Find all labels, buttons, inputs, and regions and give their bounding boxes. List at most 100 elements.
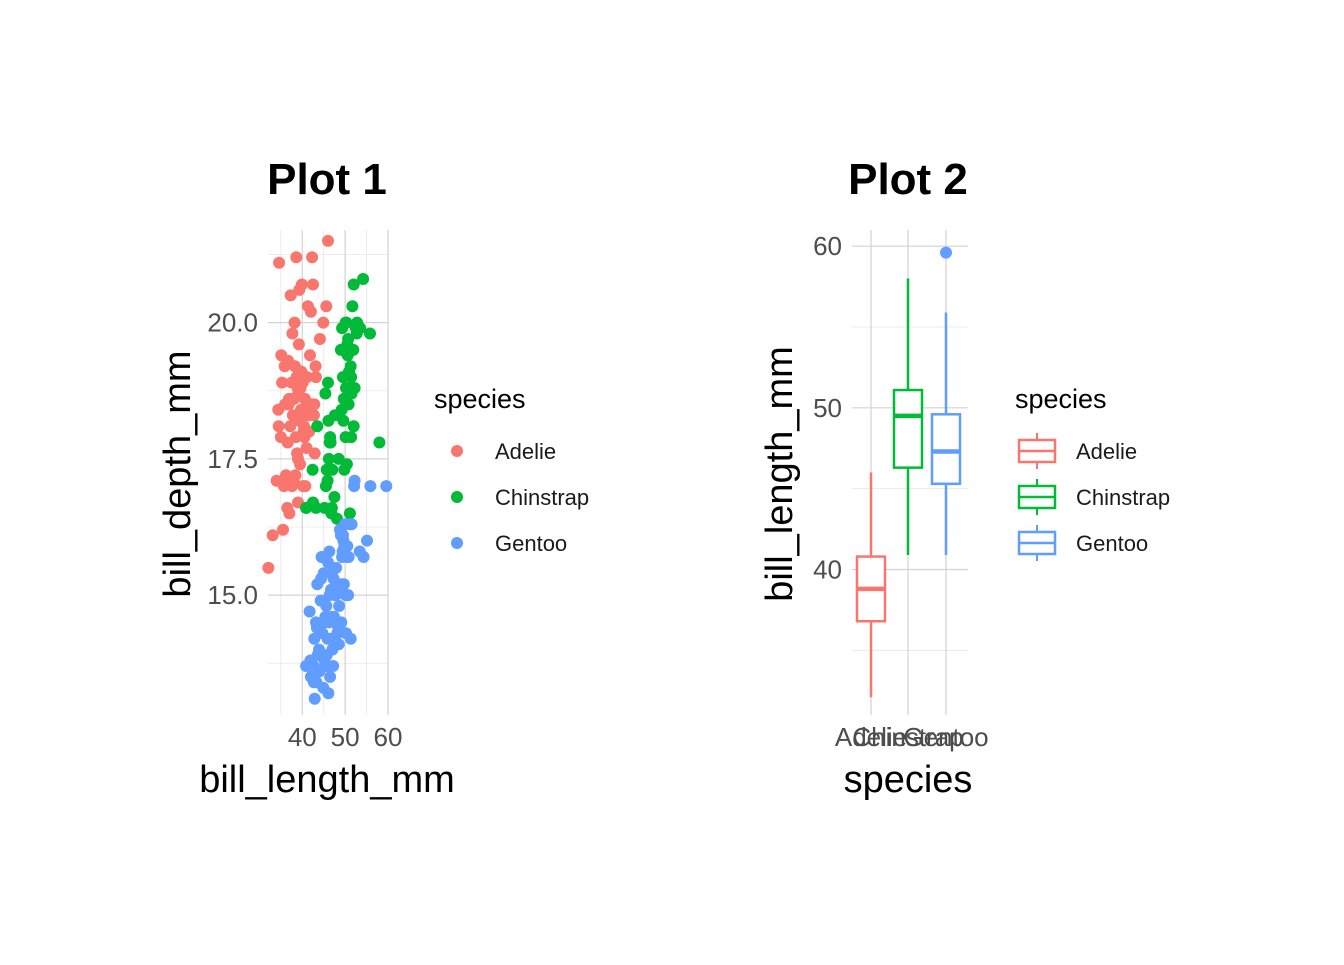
point-chinstrap (345, 371, 358, 384)
point-chinstrap (346, 300, 359, 313)
plot-1-y-tick-label: 15.0 (207, 580, 258, 610)
point-adelie (277, 523, 289, 536)
point-chinstrap (311, 420, 324, 433)
point-adelie (307, 278, 319, 291)
point-chinstrap (306, 463, 319, 476)
legend-key-adelie (451, 445, 463, 457)
point-adelie (273, 256, 286, 269)
point-adelie (309, 360, 322, 373)
point-gentoo (345, 518, 358, 531)
plot-2-title: Plot 2 (848, 155, 968, 204)
plot-2-boxes (855, 246, 962, 698)
point-chinstrap (324, 431, 337, 444)
plot-2-x-tick-label: Chinstrap (852, 722, 963, 752)
point-chinstrap (347, 343, 360, 356)
point-chinstrap (328, 491, 341, 503)
point-gentoo (327, 660, 340, 672)
point-adelie (290, 371, 303, 384)
plot-2-y-tick-label: 50 (813, 393, 842, 423)
box-gentoo (930, 413, 962, 486)
point-chinstrap (321, 474, 334, 487)
legend-label-adelie: Adelie (495, 439, 556, 464)
plot-1-x-axis-title: bill_length_mm (199, 759, 455, 801)
point-chinstrap (339, 316, 352, 329)
point-gentoo (348, 474, 361, 487)
point-adelie (294, 458, 307, 471)
legend-label-chinstrap: Chinstrap (1076, 485, 1170, 510)
plot-1-x-tick-label: 50 (331, 722, 360, 752)
point-gentoo (357, 551, 370, 563)
point-chinstrap (345, 431, 358, 444)
point-chinstrap (337, 392, 350, 405)
plot-1-y-tick-label: 20.0 (207, 308, 258, 338)
plot-2-x-tick-label: Gentoo (903, 722, 988, 752)
point-adelie (304, 305, 317, 318)
point-adelie (304, 349, 316, 362)
box-chinstrap (892, 388, 924, 469)
legend-label-gentoo: Gentoo (1076, 531, 1148, 556)
plot-1-x-tick-label: 40 (288, 722, 317, 752)
point-chinstrap (340, 458, 353, 471)
plot-1: Plot 1 bill_length_mm bill_depth_mm 40 5… (157, 155, 589, 801)
outlier-gentoo (940, 246, 952, 259)
plot-1-x-tick-label: 60 (374, 722, 403, 752)
point-chinstrap (322, 452, 335, 465)
point-gentoo (330, 561, 343, 574)
plot-2-x-tick-label: Adelie (835, 722, 907, 752)
plot-1-points (262, 234, 393, 705)
plot-1-y-axis-title: bill_depth_mm (157, 350, 199, 597)
point-adelie (284, 289, 297, 302)
point-adelie (308, 398, 321, 411)
point-chinstrap (326, 463, 339, 476)
point-chinstrap (319, 387, 332, 400)
point-gentoo (380, 480, 393, 493)
plot-2-legend: species Adelie Chinstrap Gentoo (1015, 384, 1170, 561)
point-adelie (287, 392, 300, 405)
point-gentoo (341, 540, 354, 553)
point-adelie (276, 376, 289, 389)
point-chinstrap (354, 322, 367, 335)
point-adelie (286, 327, 299, 340)
point-chinstrap (348, 382, 361, 394)
point-gentoo (316, 627, 329, 640)
point-adelie (289, 469, 302, 482)
point-adelie (292, 338, 305, 351)
point-gentoo (313, 643, 325, 656)
plot-1-y-tick-label: 17.5 (207, 444, 258, 474)
point-adelie (320, 300, 333, 313)
point-gentoo (364, 480, 377, 493)
point-adelie (295, 278, 308, 291)
point-gentoo (304, 654, 317, 667)
plot-2: Plot 2 species bill_length_mm Adelie Chi… (759, 155, 1170, 801)
plot-2-legend-keys (1017, 433, 1057, 561)
legend-key-chinstrap (451, 491, 463, 503)
point-gentoo (308, 692, 321, 705)
plot-1-title: Plot 1 (267, 155, 387, 204)
point-adelie (266, 529, 279, 542)
legend-label-gentoo: Gentoo (495, 531, 567, 556)
point-gentoo (307, 676, 320, 689)
plot-2-legend-title: species (1015, 384, 1107, 414)
legend-label-chinstrap: Chinstrap (495, 485, 589, 510)
point-adelie (307, 409, 320, 422)
point-gentoo (323, 545, 336, 558)
point-adelie (299, 480, 312, 493)
point-adelie (272, 403, 285, 416)
point-adelie (289, 360, 301, 373)
point-chinstrap (328, 409, 341, 422)
point-chinstrap (342, 333, 355, 345)
plot-1-legend: species Adelie Chinstrap Gentoo (434, 384, 589, 556)
point-gentoo (331, 578, 344, 591)
point-adelie (310, 371, 322, 384)
point-chinstrap (347, 420, 360, 433)
point-gentoo (303, 605, 316, 618)
point-adelie (286, 480, 298, 493)
point-chinstrap (344, 360, 357, 373)
point-chinstrap (357, 273, 370, 285)
plot-2-x-axis-title: species (844, 759, 973, 801)
point-gentoo (361, 534, 373, 547)
point-adelie (306, 251, 319, 264)
point-gentoo (342, 589, 355, 602)
point-chinstrap (347, 278, 360, 291)
